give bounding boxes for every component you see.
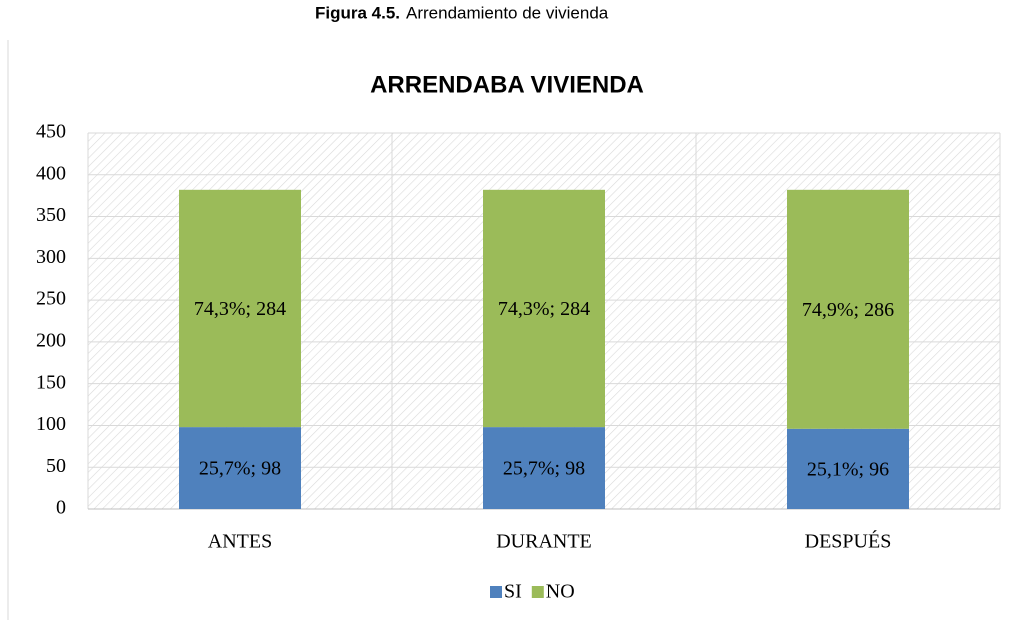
bar-segment bbox=[483, 427, 605, 509]
y-tick-label: 350 bbox=[36, 204, 66, 226]
chart-title: ARRENDABA VIVIENDA bbox=[370, 71, 644, 98]
legend-swatch bbox=[531, 586, 544, 598]
y-tick-label: 100 bbox=[36, 413, 66, 435]
y-tick-label: 300 bbox=[36, 246, 66, 268]
caption-text: Arrendamiento de vivienda bbox=[406, 3, 609, 22]
y-tick-label: 200 bbox=[36, 329, 66, 351]
data-label: 25,7%; 98 bbox=[199, 458, 281, 480]
legend-swatch bbox=[490, 586, 502, 598]
bar-segment bbox=[787, 428, 909, 509]
legend-label: SI bbox=[504, 581, 522, 603]
y-tick-label: 450 bbox=[36, 121, 66, 143]
data-label: 25,1%; 96 bbox=[807, 458, 889, 480]
caption-label: Figura 4.5. bbox=[315, 3, 400, 22]
y-tick-label: 250 bbox=[36, 288, 66, 310]
y-tick-label: 400 bbox=[36, 162, 66, 184]
x-tick-label: DESPUÉS bbox=[805, 530, 892, 553]
y-tick-label: 0 bbox=[56, 497, 66, 519]
bar-segment bbox=[787, 189, 909, 429]
x-tick-label: ANTES bbox=[208, 531, 272, 553]
data-label: 74,3%; 284 bbox=[498, 298, 590, 320]
y-tick-label: 50 bbox=[46, 455, 66, 477]
bar-segment bbox=[179, 189, 301, 428]
x-tick-label: DURANTE bbox=[496, 531, 592, 553]
data-label: 25,7%; 98 bbox=[503, 458, 585, 480]
legend-label: NO bbox=[546, 581, 575, 603]
bar-segment bbox=[483, 189, 605, 428]
data-label: 74,3%; 284 bbox=[194, 298, 286, 320]
data-label: 74,9%; 286 bbox=[802, 299, 894, 321]
bar-segment bbox=[179, 427, 301, 509]
y-tick-label: 150 bbox=[36, 371, 66, 393]
